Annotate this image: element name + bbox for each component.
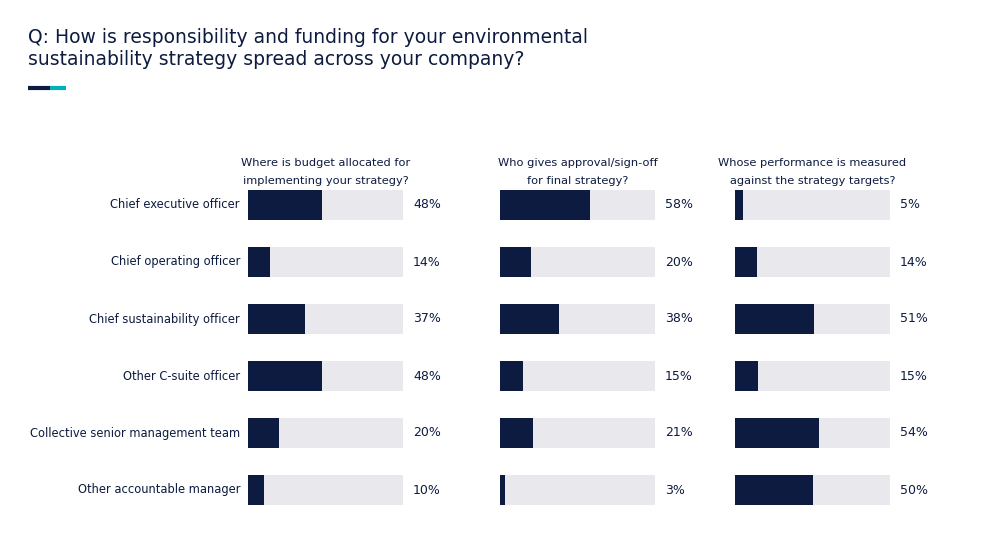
Bar (248, 475, 403, 505)
Bar (248, 361, 322, 391)
Bar (735, 304, 814, 334)
Text: 3%: 3% (665, 483, 685, 497)
Text: Chief executive officer: Chief executive officer (110, 199, 240, 212)
Bar (500, 304, 559, 334)
Bar (735, 190, 890, 220)
Text: 14%: 14% (900, 256, 928, 268)
Text: Chief sustainability officer: Chief sustainability officer (89, 312, 240, 326)
Bar (248, 304, 403, 334)
Text: 5%: 5% (900, 199, 920, 212)
Text: 38%: 38% (665, 312, 693, 326)
Text: 15%: 15% (900, 370, 928, 382)
Bar (500, 304, 655, 334)
Bar (248, 190, 322, 220)
Text: 48%: 48% (413, 370, 441, 382)
Bar (500, 418, 533, 448)
Bar (735, 247, 890, 277)
Text: 14%: 14% (413, 256, 441, 268)
Bar (735, 475, 812, 505)
Bar (248, 418, 403, 448)
Text: 20%: 20% (413, 426, 441, 439)
Text: 21%: 21% (665, 426, 693, 439)
Bar (500, 475, 505, 505)
Bar (735, 247, 757, 277)
Bar (248, 475, 264, 505)
Text: 50%: 50% (900, 483, 928, 497)
Bar (735, 361, 890, 391)
Bar (735, 418, 890, 448)
Bar (248, 247, 270, 277)
Text: implementing your strategy?: implementing your strategy? (243, 176, 408, 186)
Text: 58%: 58% (665, 199, 693, 212)
Bar (500, 190, 655, 220)
Text: Other accountable manager: Other accountable manager (78, 483, 240, 497)
Text: 37%: 37% (413, 312, 441, 326)
Bar (735, 304, 890, 334)
Bar (500, 475, 655, 505)
Text: 10%: 10% (413, 483, 441, 497)
Text: Chief operating officer: Chief operating officer (111, 256, 240, 268)
Bar (248, 247, 403, 277)
Bar (500, 361, 655, 391)
Text: against the strategy targets?: against the strategy targets? (730, 176, 895, 186)
Bar (248, 190, 403, 220)
Bar (735, 361, 758, 391)
Text: 20%: 20% (665, 256, 693, 268)
Bar (248, 304, 305, 334)
Bar (735, 418, 819, 448)
Text: Other C-suite officer: Other C-suite officer (123, 370, 240, 382)
Bar (500, 361, 523, 391)
Text: Whose performance is measured: Whose performance is measured (718, 158, 907, 168)
Bar (248, 361, 403, 391)
Text: 48%: 48% (413, 199, 441, 212)
Bar (500, 247, 531, 277)
Bar (248, 418, 279, 448)
Text: 15%: 15% (665, 370, 693, 382)
Text: Who gives approval/sign-off: Who gives approval/sign-off (498, 158, 657, 168)
Bar (500, 418, 655, 448)
Text: 54%: 54% (900, 426, 928, 439)
Bar (735, 475, 890, 505)
Text: for final strategy?: for final strategy? (527, 176, 628, 186)
Text: 51%: 51% (900, 312, 928, 326)
Bar (735, 190, 743, 220)
Text: sustainability strategy spread across your company?: sustainability strategy spread across yo… (28, 50, 524, 69)
Text: Where is budget allocated for: Where is budget allocated for (241, 158, 410, 168)
Bar (500, 247, 655, 277)
Text: Q: How is responsibility and funding for your environmental: Q: How is responsibility and funding for… (28, 28, 588, 47)
Text: Collective senior management team: Collective senior management team (30, 426, 240, 439)
Bar (500, 190, 590, 220)
